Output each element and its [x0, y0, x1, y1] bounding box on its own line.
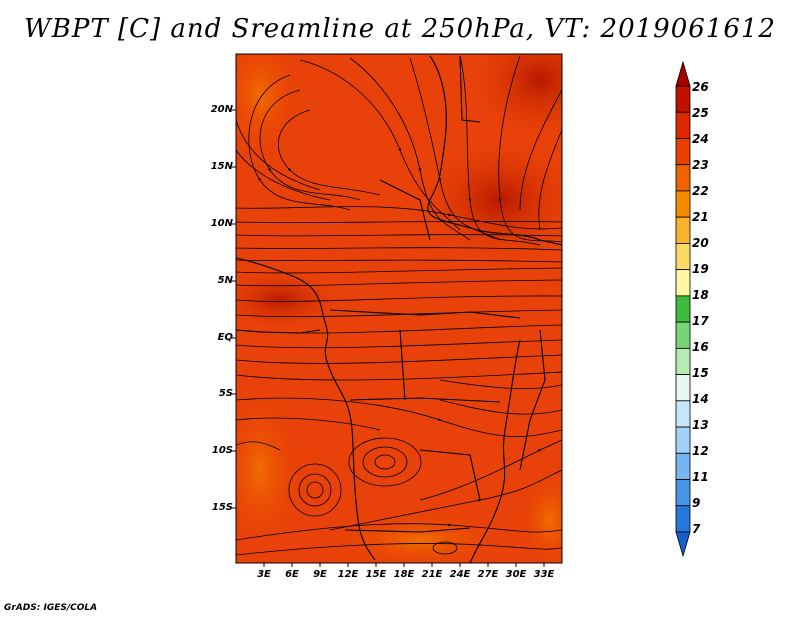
lon-label: 12E	[337, 569, 359, 580]
axis-ticks	[232, 109, 545, 567]
lon-label: 30E	[505, 569, 527, 580]
colorbar-swatch	[675, 164, 691, 192]
colorbar-label: 7	[692, 522, 701, 536]
colorbar-label: 14	[692, 392, 709, 406]
colorbar-label: 20	[692, 236, 709, 250]
lon-label: 18E	[393, 569, 415, 580]
lon-label: 3E	[257, 569, 271, 580]
colorbar-label: 17	[692, 314, 709, 328]
wbpt-field	[236, 54, 562, 563]
lon-label: 9E	[313, 569, 327, 580]
colorbar-label: 26	[692, 80, 709, 94]
colorbar-swatch	[675, 374, 691, 402]
colorbar-swatch	[675, 190, 691, 218]
colorbar-label: 25	[692, 106, 709, 120]
colorbar-swatch	[675, 426, 691, 454]
lat-label: EQ	[217, 332, 233, 343]
colorbar-label: 13	[692, 418, 709, 432]
colorbar-top-arrow	[675, 60, 691, 87]
colorbar-swatch	[675, 505, 691, 533]
colorbar-swatch	[675, 452, 691, 480]
streamlines	[236, 55, 562, 556]
colorbar-swatch	[675, 269, 691, 297]
coastlines	[236, 55, 562, 563]
grads-credit: GrADS: IGES/COLA	[4, 603, 98, 613]
colorbar-label: 24	[692, 132, 709, 146]
colorbar	[675, 60, 691, 558]
colorbar-swatch	[675, 479, 691, 507]
colorbar-label: 11	[692, 470, 709, 484]
lon-label: 15E	[365, 569, 387, 580]
colorbar-swatch	[675, 85, 691, 113]
colorbar-swatch	[675, 347, 691, 375]
colorbar-label: 16	[692, 340, 709, 354]
lat-label: 15S	[211, 502, 233, 513]
colorbar-bottom-arrow	[675, 531, 691, 558]
lat-label: 5N	[217, 275, 233, 286]
colorbar-swatch	[675, 111, 691, 139]
colorbar-label: 15	[692, 366, 709, 380]
lon-label: 33E	[533, 569, 555, 580]
lon-label: 27E	[477, 569, 499, 580]
lat-label: 20N	[210, 104, 233, 115]
lon-label: 24E	[449, 569, 471, 580]
colorbar-swatch	[675, 400, 691, 428]
colorbar-swatch	[675, 295, 691, 323]
colorbar-swatch	[675, 216, 691, 244]
colorbar-label: 19	[692, 262, 709, 276]
colorbar-label: 23	[692, 158, 709, 172]
colorbar-label: 18	[692, 288, 709, 302]
colorbar-label: 22	[692, 184, 709, 198]
colorbar-swatch	[675, 138, 691, 166]
colorbar-label: 21	[692, 210, 709, 224]
map-title: WBPT [C] and Sreamline at 250hPa, VT: 20…	[24, 14, 776, 44]
lon-label: 6E	[285, 569, 299, 580]
colorbar-swatch	[675, 243, 691, 271]
colorbar-swatch	[675, 321, 691, 349]
colorbar-label: 9	[692, 496, 701, 510]
colorbar-label: 12	[692, 444, 709, 458]
lat-label: 5S	[218, 388, 233, 399]
lon-label: 21E	[421, 569, 443, 580]
lat-label: 10S	[211, 445, 233, 456]
lat-label: 15N	[210, 161, 233, 172]
lat-label: 10N	[210, 218, 233, 229]
